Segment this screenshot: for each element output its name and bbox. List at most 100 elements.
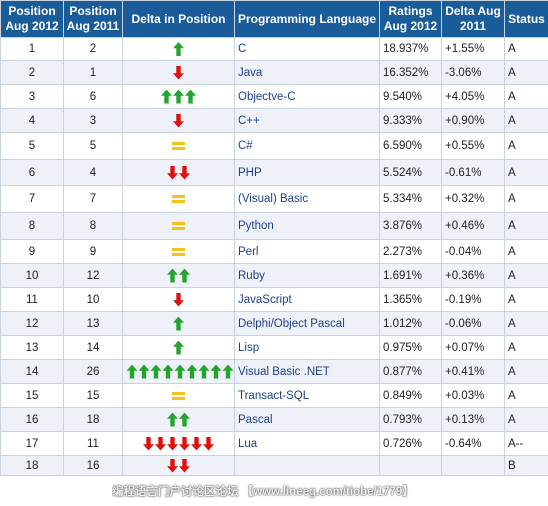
language-link[interactable]: Visual Basic .NET (238, 365, 330, 378)
language-link[interactable]: C# (238, 140, 253, 152)
language-link[interactable]: PHP (238, 166, 262, 179)
language-cell: Ruby (234, 263, 380, 288)
language-link[interactable]: Transact-SQL (238, 389, 310, 402)
down-arrow-icon (155, 436, 166, 451)
language-cell: PHP (234, 159, 380, 186)
rating-cell: 6.590% (379, 132, 442, 160)
header-ratings: Ratings Aug 2012 (379, 0, 442, 38)
up-arrow-icon (167, 412, 178, 427)
position-2011-cell: 12 (63, 263, 123, 288)
language-link[interactable]: Ruby (238, 269, 265, 282)
position-2012-cell: 9 (0, 239, 64, 264)
ranking-table: Position Aug 2012 Position Aug 2011 Delt… (0, 0, 548, 476)
language-link[interactable]: JavaScript (238, 293, 292, 306)
language-link[interactable]: Pascal (238, 413, 273, 426)
position-2011-cell: 1 (63, 60, 123, 85)
language-link[interactable]: Objectve-C (238, 90, 296, 103)
language-link[interactable]: Delphi/Object Pascal (238, 317, 345, 330)
rating-cell: 5.524% (379, 159, 442, 186)
language-link[interactable]: Python (238, 220, 274, 232)
delta-2011-cell: +1.55% (441, 37, 505, 61)
delta-2011-cell: +4.05% (441, 84, 505, 109)
delta-2011-cell: +0.55% (441, 132, 505, 160)
table-row: 13 14 Lisp 0.975% +0.07% A (0, 335, 548, 360)
rating-cell: 0.726% (379, 431, 442, 456)
header-row: Position Aug 2012 Position Aug 2011 Delt… (0, 0, 548, 38)
status-cell: A (504, 239, 548, 264)
status-cell: A (504, 159, 548, 186)
delta-position-cell (122, 407, 235, 432)
language-cell (234, 455, 380, 476)
position-2012-cell: 2 (0, 60, 64, 85)
up-arrow-icon (150, 364, 162, 379)
down-arrow-icon (167, 165, 178, 180)
equal-icon (172, 391, 185, 400)
position-2012-cell: 5 (0, 132, 64, 160)
language-cell: C (234, 37, 380, 61)
rating-cell: 0.975% (379, 335, 442, 360)
position-2012-cell: 12 (0, 311, 64, 336)
delta-2011-cell (441, 455, 505, 476)
position-2011-cell: 15 (63, 383, 123, 408)
delta-position-cell (122, 37, 235, 61)
language-link[interactable]: C++ (238, 114, 260, 127)
delta-2011-cell: +0.32% (441, 185, 505, 213)
status-cell: B (504, 455, 548, 476)
delta-2011-cell: -3.06% (441, 60, 505, 85)
header-position-2012: Position Aug 2012 (0, 0, 64, 38)
language-link[interactable]: Perl (238, 245, 259, 258)
up-arrow-icon (138, 364, 150, 379)
table-row: 15 15 Transact-SQL 0.849% +0.03% A (0, 383, 548, 408)
table-row: 5 5 C# 6.590% +0.55% A (0, 132, 548, 160)
delta-2011-cell: +0.41% (441, 359, 505, 384)
position-2012-cell: 17 (0, 431, 64, 456)
position-2012-cell: 8 (0, 212, 64, 240)
delta-2011-cell: -0.64% (441, 431, 505, 456)
up-arrow-icon (210, 364, 222, 379)
language-link[interactable]: Lua (238, 437, 258, 450)
status-cell: A (504, 60, 548, 85)
table-row: 4 3 C++ 9.333% +0.90% A (0, 108, 548, 133)
language-link[interactable]: Lisp (238, 341, 260, 354)
rating-cell: 16.352% (379, 60, 442, 85)
language-cell: Lisp (234, 335, 380, 360)
watermark: 编程语言门户讨论区论坛 【www.lineeg.com/tiobe/1779】 (112, 486, 414, 498)
delta-position-cell (122, 287, 235, 312)
down-arrow-icon (173, 292, 184, 307)
down-arrow-icon (203, 436, 214, 451)
rating-cell (379, 455, 442, 476)
table-row: 14 26 Visual Basic .NET 0.877% +0.41% A (0, 359, 548, 384)
rating-cell: 9.540% (379, 84, 442, 109)
delta-2011-cell: -0.06% (441, 311, 505, 336)
delta-position-cell (122, 60, 235, 85)
position-2012-cell: 15 (0, 383, 64, 408)
up-arrow-icon (222, 364, 234, 379)
position-2012-cell: 10 (0, 263, 64, 288)
delta-position-cell (122, 84, 235, 109)
language-cell: JavaScript (234, 287, 380, 312)
position-2011-cell: 16 (63, 455, 123, 476)
language-cell: Perl (234, 239, 380, 264)
position-2012-cell: 6 (0, 159, 64, 186)
rating-cell: 1.365% (379, 287, 442, 312)
down-arrow-icon (167, 458, 178, 473)
up-arrow-icon (173, 89, 184, 104)
up-arrow-icon (173, 42, 184, 56)
table-row: 7 7 (Visual) Basic 5.334% +0.32% A (0, 185, 548, 213)
down-arrow-icon (179, 458, 190, 473)
language-link[interactable]: C (238, 43, 247, 55)
position-2011-cell: 8 (63, 212, 123, 240)
rating-cell: 18.937% (379, 37, 442, 61)
language-link[interactable]: (Visual) Basic (238, 193, 309, 205)
header-delta-2011: Delta Aug 2011 (441, 0, 505, 38)
position-2011-cell: 9 (63, 239, 123, 264)
down-arrow-icon (191, 436, 202, 451)
status-cell: A (504, 383, 548, 408)
up-arrow-icon (126, 364, 138, 379)
language-link[interactable]: Java (238, 66, 263, 79)
up-arrow-icon (173, 316, 184, 331)
up-arrow-icon (161, 89, 172, 104)
delta-position-cell (122, 159, 235, 186)
rating-cell: 3.876% (379, 212, 442, 240)
delta-position-cell (122, 239, 235, 264)
